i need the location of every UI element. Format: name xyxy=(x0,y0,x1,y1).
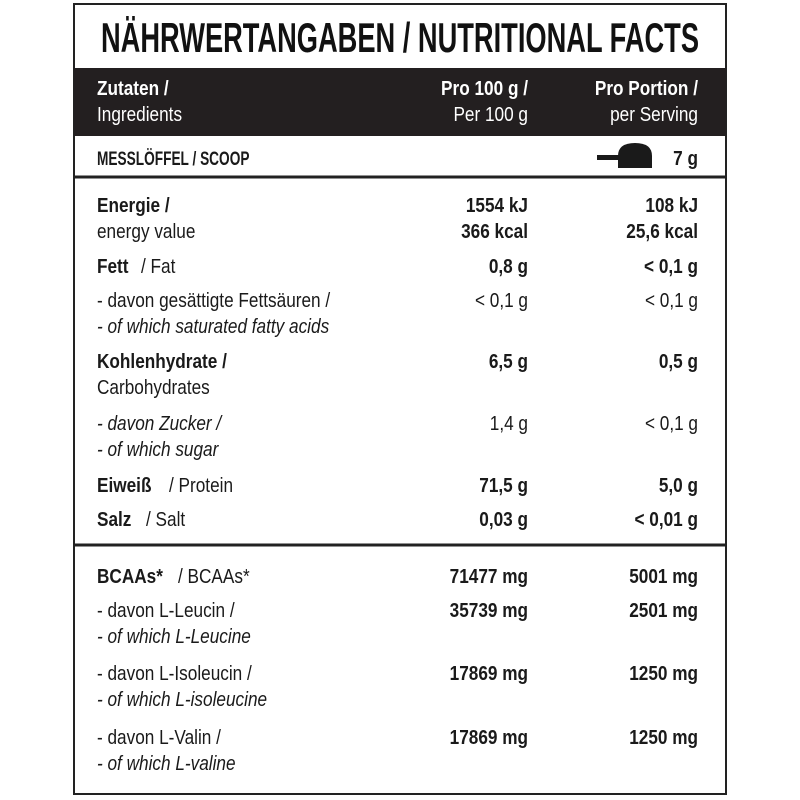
header-band xyxy=(74,68,726,136)
row-label: - davon gesättigte Fettsäuren / xyxy=(97,289,331,312)
scoop-amount: 7 g xyxy=(673,147,698,170)
row-label: Salz xyxy=(97,508,131,531)
value-per-serving: 25,6 kcal xyxy=(626,220,698,243)
header-text: Pro Portion / xyxy=(595,77,698,100)
row-label: - of which saturated fatty acids xyxy=(97,315,329,338)
header-text: Zutaten / xyxy=(97,77,169,100)
value-per-serving: 1250 mg xyxy=(629,726,698,749)
header-text: Ingredients xyxy=(97,103,182,126)
value-per-serving: 0,5 g xyxy=(659,350,698,373)
row-label: Energie / xyxy=(97,194,170,217)
row-label: / BCAAs* xyxy=(178,565,250,588)
value-per-100g: 0,03 g xyxy=(479,508,528,531)
row-label: - of which L-valine xyxy=(97,752,236,775)
value-per-100g: 1554 kJ xyxy=(466,194,528,217)
row-label: - of which L-isoleucine xyxy=(97,688,267,711)
value-per-serving: 5,0 g xyxy=(659,474,698,497)
row-label: - of which sugar xyxy=(97,438,219,461)
value-per-100g: < 0,1 g xyxy=(475,289,528,312)
value-per-serving: 108 kJ xyxy=(645,194,698,217)
row-label: - davon L-Isoleucin / xyxy=(97,662,253,685)
value-per-100g: 17869 mg xyxy=(450,662,528,685)
row-label: Fett xyxy=(97,255,129,278)
header-text: per Serving xyxy=(610,103,698,126)
row-label: - davon Zucker / xyxy=(97,412,223,435)
value-per-serving: < 0,01 g xyxy=(634,508,698,531)
title: NÄHRWERTANGABEN / NUTRITIONAL FACTS xyxy=(101,14,699,61)
value-per-100g: 71477 mg xyxy=(450,565,528,588)
header-text: Per 100 g xyxy=(453,103,528,126)
value-per-serving: 1250 mg xyxy=(629,662,698,685)
value-per-serving: < 0,1 g xyxy=(645,289,698,312)
header-text: Pro 100 g / xyxy=(441,77,528,100)
row-label: - davon L-Leucin / xyxy=(97,599,235,622)
value-per-100g: 366 kcal xyxy=(461,220,528,243)
row-label: / Protein xyxy=(169,474,233,497)
value-per-100g: 0,8 g xyxy=(489,255,528,278)
value-per-100g: 1,4 g xyxy=(490,412,528,435)
row-label: Carbohydrates xyxy=(97,376,210,399)
row-label: / Salt xyxy=(146,508,186,531)
scoop-label: MESSLÖFFEL / SCOOP xyxy=(97,148,249,170)
value-per-100g: 35739 mg xyxy=(450,599,528,622)
scoop-icon xyxy=(597,143,652,168)
value-per-100g: 6,5 g xyxy=(489,350,528,373)
row-label: energy value xyxy=(97,220,195,243)
row-label: - davon L-Valin / xyxy=(97,726,222,749)
value-per-serving: < 0,1 g xyxy=(645,412,698,435)
value-per-100g: 71,5 g xyxy=(479,474,528,497)
row-label: - of which L-Leucine xyxy=(97,625,251,648)
row-label: BCAAs* xyxy=(97,565,164,588)
row-label: / Fat xyxy=(141,255,176,278)
row-label: Kohlenhydrate / xyxy=(97,350,227,373)
value-per-serving: 2501 mg xyxy=(629,599,698,622)
value-per-serving: 5001 mg xyxy=(629,565,698,588)
row-label: Eiweiß xyxy=(97,474,151,497)
value-per-100g: 17869 mg xyxy=(450,726,528,749)
value-per-serving: < 0,1 g xyxy=(644,255,698,278)
